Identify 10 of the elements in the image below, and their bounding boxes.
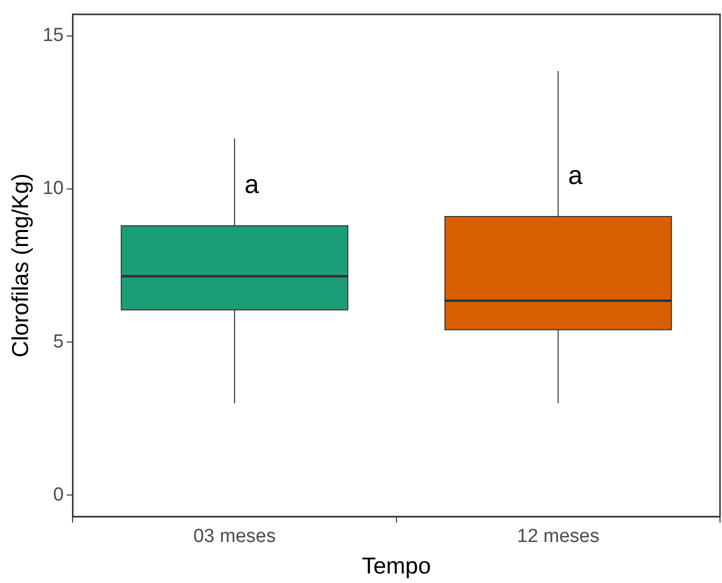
y-tick-label: 10 xyxy=(42,178,64,200)
annotation: a xyxy=(568,160,584,190)
x-tick-label: 03 meses xyxy=(193,526,276,548)
y-tick-label: 15 xyxy=(42,25,64,46)
y-tick-label: 5 xyxy=(53,331,64,352)
y-tick-label: 0 xyxy=(53,484,64,506)
annotation: a xyxy=(244,169,260,200)
y-axis-title: Clorofilas (mg/Kg) xyxy=(7,173,34,358)
x-tick-label: 12 meses xyxy=(516,526,600,548)
x-axis-title: Tempo xyxy=(362,552,431,579)
